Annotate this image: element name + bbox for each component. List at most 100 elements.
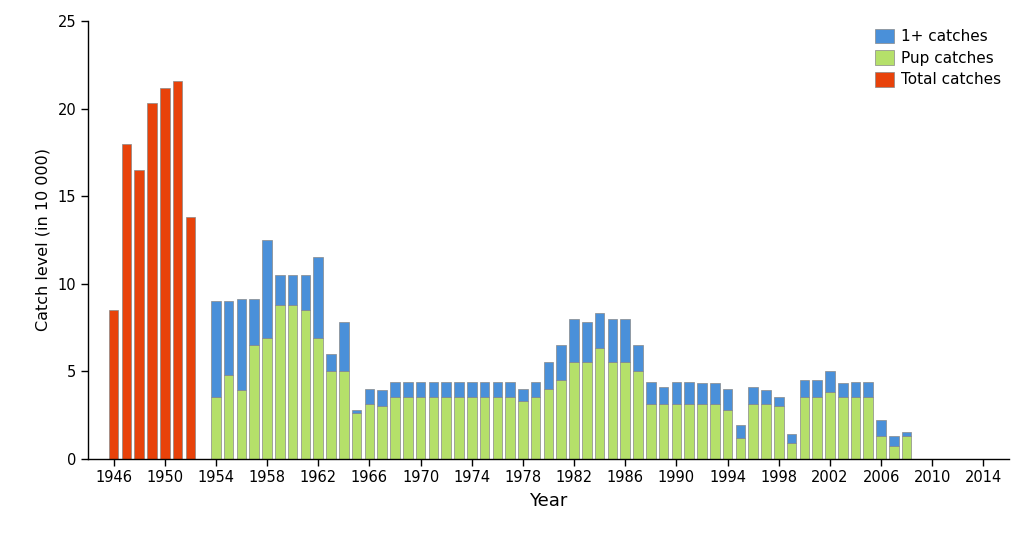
X-axis label: Year: Year: [529, 492, 567, 510]
Bar: [403, 397, 413, 458]
Bar: [851, 397, 860, 458]
Bar: [339, 322, 348, 371]
Bar: [556, 345, 566, 380]
Bar: [621, 318, 630, 362]
Bar: [723, 389, 732, 410]
Y-axis label: Catch level (in 10 000): Catch level (in 10 000): [36, 148, 50, 331]
Bar: [288, 275, 297, 304]
Bar: [595, 313, 604, 348]
Bar: [301, 310, 310, 458]
Bar: [479, 382, 489, 397]
Bar: [877, 436, 886, 458]
Bar: [505, 397, 515, 458]
Bar: [749, 387, 758, 404]
Bar: [556, 380, 566, 458]
Bar: [493, 382, 502, 397]
Bar: [275, 304, 285, 458]
Bar: [710, 383, 720, 404]
Bar: [595, 348, 604, 458]
Bar: [800, 397, 809, 458]
Bar: [684, 404, 694, 458]
Bar: [455, 397, 464, 458]
Bar: [455, 382, 464, 397]
Bar: [339, 371, 348, 458]
Bar: [544, 389, 553, 458]
Bar: [250, 299, 259, 345]
Bar: [365, 404, 374, 458]
Bar: [761, 390, 771, 404]
Bar: [582, 322, 592, 362]
Bar: [429, 397, 438, 458]
Bar: [518, 389, 527, 401]
Bar: [761, 404, 771, 458]
Bar: [621, 362, 630, 458]
Bar: [390, 382, 399, 397]
Bar: [530, 382, 541, 397]
Bar: [479, 397, 489, 458]
Bar: [786, 434, 797, 443]
Bar: [301, 275, 310, 310]
Bar: [378, 406, 387, 458]
Bar: [134, 170, 144, 458]
Bar: [774, 406, 783, 458]
Bar: [109, 310, 119, 458]
Bar: [812, 380, 822, 397]
Bar: [390, 397, 399, 458]
Bar: [416, 397, 425, 458]
Bar: [352, 410, 361, 413]
Bar: [352, 413, 361, 458]
Bar: [633, 371, 643, 458]
Bar: [365, 389, 374, 404]
Bar: [774, 397, 783, 406]
Bar: [250, 345, 259, 458]
Bar: [672, 382, 681, 404]
Bar: [646, 382, 655, 404]
Bar: [697, 383, 707, 404]
Bar: [530, 397, 541, 458]
Bar: [224, 375, 233, 458]
Bar: [185, 217, 196, 458]
Bar: [211, 397, 221, 458]
Bar: [147, 103, 157, 458]
Bar: [122, 144, 131, 458]
Bar: [416, 382, 425, 397]
Bar: [646, 404, 655, 458]
Bar: [851, 382, 860, 397]
Bar: [825, 392, 835, 458]
Bar: [262, 240, 271, 338]
Bar: [658, 404, 669, 458]
Bar: [275, 275, 285, 304]
Bar: [902, 436, 911, 458]
Bar: [710, 404, 720, 458]
Bar: [378, 390, 387, 406]
Bar: [237, 299, 247, 390]
Bar: [863, 382, 873, 397]
Bar: [889, 436, 899, 446]
Bar: [211, 301, 221, 397]
Bar: [633, 345, 643, 371]
Bar: [863, 397, 873, 458]
Bar: [569, 362, 579, 458]
Bar: [493, 397, 502, 458]
Bar: [441, 397, 451, 458]
Bar: [735, 425, 745, 437]
Bar: [889, 446, 899, 458]
Bar: [173, 80, 182, 458]
Bar: [313, 338, 323, 458]
Bar: [224, 301, 233, 375]
Bar: [582, 362, 592, 458]
Bar: [237, 390, 247, 458]
Bar: [441, 382, 451, 397]
Bar: [658, 387, 669, 404]
Bar: [288, 304, 297, 458]
Bar: [786, 443, 797, 458]
Bar: [569, 318, 579, 362]
Legend: 1+ catches, Pup catches, Total catches: 1+ catches, Pup catches, Total catches: [876, 28, 1001, 87]
Bar: [838, 383, 848, 397]
Bar: [838, 397, 848, 458]
Bar: [505, 382, 515, 397]
Bar: [697, 404, 707, 458]
Bar: [684, 382, 694, 404]
Bar: [735, 437, 745, 458]
Bar: [429, 382, 438, 397]
